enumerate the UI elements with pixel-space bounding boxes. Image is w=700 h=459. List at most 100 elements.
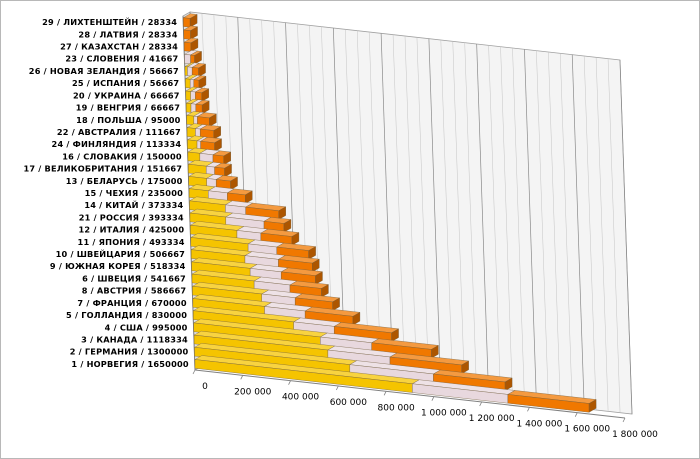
- x-tick-label: 1 200 000: [469, 414, 515, 424]
- bar-segment: [187, 66, 193, 77]
- gridline: [464, 42, 477, 397]
- category-label: 3 / КАНАДА / 1118334: [81, 334, 188, 344]
- bar-end: [190, 26, 198, 40]
- bar-segment: [186, 102, 192, 113]
- bar-segment: [186, 115, 195, 126]
- gridline: [619, 59, 633, 415]
- category-label: 4 / США / 995000: [105, 322, 188, 332]
- category-label: 26 / НОВАЯ ЗЕЛАНДИЯ / 56667: [29, 66, 179, 76]
- category-label: 22 / АВСТРАЛИЯ / 111667: [57, 127, 181, 137]
- gridline: [392, 34, 406, 389]
- category-label: 27 / КАЗАХСТАН / 28334: [60, 42, 178, 52]
- category-label: 6 / ШВЕЦИЯ / 541667: [82, 273, 186, 283]
- bar-end: [230, 176, 238, 191]
- bar-end: [223, 151, 231, 166]
- gridline: [548, 51, 561, 407]
- bar-end: [189, 14, 198, 28]
- bar-end: [224, 163, 232, 178]
- bar-end: [209, 113, 217, 127]
- x-tick: [192, 369, 196, 375]
- bar-segment: [183, 29, 191, 40]
- bar-end: [352, 312, 361, 326]
- x-tick: [527, 407, 530, 412]
- bar-end: [278, 206, 286, 220]
- bar-end: [190, 38, 199, 52]
- bar-end: [315, 271, 323, 285]
- gridline: [607, 58, 621, 413]
- category-label: 21 / РОССИЯ / 393334: [79, 212, 184, 222]
- gridline: [560, 53, 573, 408]
- category-label: 25 / ИСПАНИЯ / 56667: [72, 78, 179, 88]
- category-label: 19 / ВЕНГРИЯ / 66667: [76, 103, 180, 113]
- x-tick: [240, 375, 244, 380]
- category-label: 15 / ЧЕХИЯ / 235000: [85, 188, 184, 198]
- x-tick-label: 200 000: [234, 387, 271, 397]
- gridline: [440, 39, 454, 395]
- gridline: [452, 41, 466, 396]
- category-label: 16 / СЛОВАКИЯ / 150000: [62, 151, 182, 161]
- gridline: [488, 45, 501, 400]
- category-label: 12 / ИТАЛИЯ / 425000: [79, 225, 185, 235]
- bar-segment: [183, 17, 191, 28]
- x-tick-label: 800 000: [378, 403, 415, 413]
- bar-end: [461, 360, 469, 375]
- bar-end: [431, 345, 439, 359]
- gridline: [500, 46, 513, 401]
- category-label: 8 / АВСТРИЯ / 586667: [82, 286, 187, 296]
- gridline: [416, 37, 430, 392]
- bar-end: [312, 258, 320, 273]
- bar-end: [198, 63, 206, 78]
- gridline: [571, 54, 585, 409]
- x-tick-label: 400 000: [282, 393, 319, 403]
- x-tick: [479, 401, 483, 407]
- category-label: 20 / УКРАИНА / 66667: [73, 90, 180, 100]
- category-label: 11 / ЯПОНИЯ / 493334: [78, 237, 185, 247]
- x-tick-label: 1 400 000: [517, 419, 563, 429]
- gridline: [536, 50, 549, 405]
- bar-segment: [184, 66, 188, 76]
- category-label: 13 / БЕЛАРУСЬ / 175000: [66, 176, 183, 186]
- category-label: 28 / ЛАТВИЯ / 28334: [78, 29, 177, 39]
- bar-end: [391, 328, 399, 342]
- bar-end: [588, 399, 597, 413]
- bar-end: [245, 190, 253, 204]
- bar-segment: [185, 78, 191, 89]
- bar-segment: [184, 41, 192, 52]
- bar-end: [202, 100, 210, 115]
- x-axis-line: [194, 369, 626, 419]
- x-tick-label: 1 800 000: [612, 430, 658, 440]
- x-tick-label: 600 000: [330, 398, 367, 408]
- bar-segment: [184, 54, 191, 64]
- category-label: 1 / НОРВЕГИЯ / 1650000: [71, 359, 188, 369]
- bar-end: [291, 232, 300, 246]
- bar-end: [194, 51, 202, 65]
- gridline: [595, 57, 609, 412]
- x-tick-label: 1 000 000: [421, 409, 467, 419]
- gridline: [512, 47, 525, 403]
- bar-end: [332, 297, 340, 311]
- bar-end: [283, 219, 292, 233]
- category-label: 5 / ГОЛЛАНДИЯ / 830000: [66, 310, 187, 320]
- category-label: 7 / ФРАНЦИЯ / 670000: [77, 298, 186, 308]
- category-label: 9 / ЮЖНАЯ КОРЕЯ / 518334: [50, 261, 186, 271]
- category-label: 24 / ФИНЛЯНДИЯ / 113334: [52, 139, 182, 149]
- bar-end: [213, 126, 221, 140]
- x-tick: [335, 385, 339, 391]
- gridline: [583, 55, 597, 411]
- x-tick-label: 0: [202, 382, 208, 392]
- category-label: 23 / СЛОВЕНИЯ / 41667: [65, 54, 178, 64]
- gridline: [428, 38, 442, 393]
- category-label: 17 / ВЕЛИКОБРИТАНИЯ / 151667: [23, 164, 182, 174]
- x-tick: [622, 417, 626, 423]
- x-tick: [431, 396, 435, 401]
- x-tick: [288, 380, 291, 385]
- x-tick: [574, 412, 578, 417]
- category-label: 18 / ПОЛЬША / 95000: [76, 115, 180, 125]
- bar-end: [198, 75, 207, 90]
- x-tick-label: 1 600 000: [564, 425, 610, 435]
- bar-end: [201, 88, 209, 102]
- bar-end: [321, 284, 329, 298]
- gridline: [404, 35, 418, 391]
- gridline: [524, 49, 537, 404]
